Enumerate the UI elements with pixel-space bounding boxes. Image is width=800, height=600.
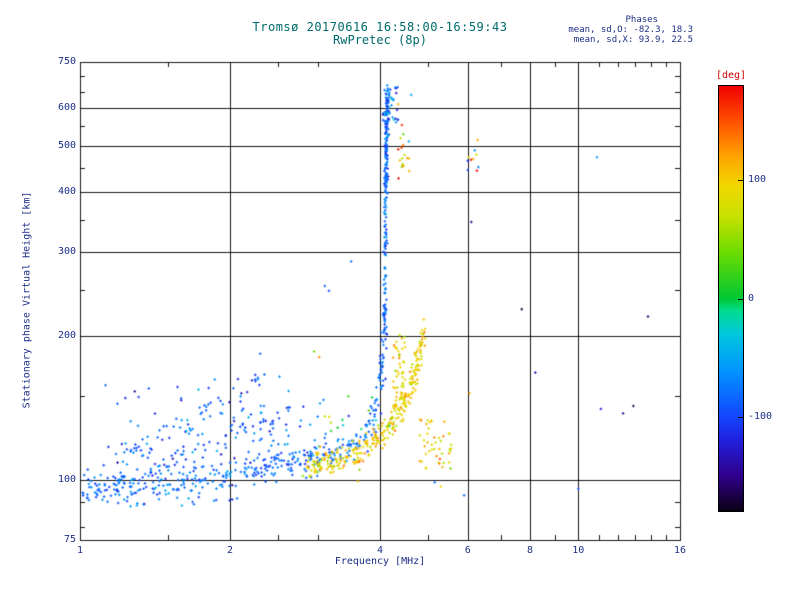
colorbar-unit-label: [deg] — [715, 70, 747, 81]
phase-stats-x-line: mean, sd,X: 93.9, 22.5 — [573, 35, 693, 45]
y-tick-label: 400 — [57, 186, 76, 198]
colorbar-tick-label: 0 — [748, 292, 755, 304]
x-tick-label: 6 — [464, 545, 471, 556]
plot-title: Tromsø 20170616 16:58:00-16:59:43 — [252, 20, 508, 34]
y-tick-label: 600 — [57, 102, 76, 114]
x-tick-label: 16 — [673, 545, 687, 556]
phase-stats-o-line: mean, sd,O: -82.3, 18.3 — [568, 25, 693, 35]
colorbar-tick-mark — [738, 180, 743, 181]
plot-subtitle: RwPretec (8p) — [333, 33, 427, 47]
x-tick-label: 8 — [526, 545, 534, 556]
y-tick-label: 300 — [57, 246, 76, 258]
y-tick-label: 500 — [57, 140, 76, 152]
y-tick-label: 200 — [57, 330, 76, 342]
colorbar-tick-mark — [738, 299, 743, 300]
y-axis-label: Stationary phase Virtual Height [km] — [21, 191, 33, 409]
x-tick-label: 4 — [376, 545, 384, 556]
x-tick-label: 2 — [226, 545, 234, 556]
colorbar-tick-mark — [738, 417, 743, 418]
x-tick-label: 10 — [572, 545, 585, 556]
colorbar-tick-label: 100 — [748, 173, 767, 185]
y-tick-label: 750 — [57, 56, 76, 67]
y-tick-label: 100 — [57, 474, 76, 486]
colorbar — [718, 85, 744, 512]
y-tick-label: 75 — [63, 534, 76, 545]
x-axis-label: Frequency [MHz] — [334, 556, 426, 567]
colorbar-tick-label: -100 — [748, 411, 773, 423]
phase-stats-header: Phases — [625, 15, 658, 25]
x-tick-label: 1 — [76, 545, 84, 556]
